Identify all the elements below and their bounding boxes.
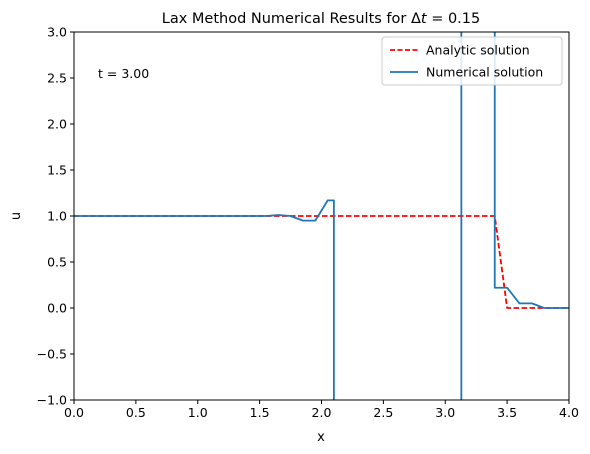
- x-tick-label: 0.5: [126, 405, 146, 420]
- x-tick-label: 4.0: [559, 405, 579, 420]
- series-layer: [74, 32, 569, 400]
- y-tick-label: 1.0: [47, 209, 67, 224]
- y-tick-label: 0.5: [47, 255, 67, 270]
- y-tick-label: 1.5: [47, 163, 67, 178]
- legend-box: [381, 36, 563, 86]
- ticks-layer: 0.0 0.5 1.0 1.5 2.0 2.5 3.0 3.5 4.0 −1.0 −0.5 0.0 0.…: [37, 25, 579, 421]
- y-tick-label: −1.0: [37, 393, 67, 408]
- y-tick-label: 3.0: [47, 25, 67, 40]
- chart-title: Lax Method Numerical Results for Δt = 0.…: [162, 11, 481, 27]
- x-tick-label: 2.0: [312, 405, 332, 420]
- x-tick-label: 3.0: [435, 405, 455, 420]
- legend-label-analytic: Analytic solution: [426, 43, 530, 58]
- y-tick-label: 2.5: [47, 71, 67, 86]
- x-tick-label: 0.0: [64, 405, 84, 420]
- x-tick-label: 2.5: [373, 405, 393, 420]
- x-tick-label: 3.5: [497, 405, 517, 420]
- x-tick-label: 1.5: [250, 405, 270, 420]
- time-annotation: t = 3.00: [98, 66, 149, 81]
- legend: Analytic solution Numerical solution: [381, 36, 563, 86]
- y-tick-label: 2.0: [47, 117, 67, 132]
- y-tick-label: −0.5: [37, 347, 67, 362]
- x-tick-label: 1.0: [188, 405, 208, 420]
- y-tick-label: 0.0: [47, 301, 67, 316]
- numerical-solution-line: [74, 32, 569, 400]
- x-axis-label: x: [317, 430, 325, 445]
- legend-label-numerical: Numerical solution: [426, 65, 543, 80]
- y-axis-label: u: [9, 212, 24, 220]
